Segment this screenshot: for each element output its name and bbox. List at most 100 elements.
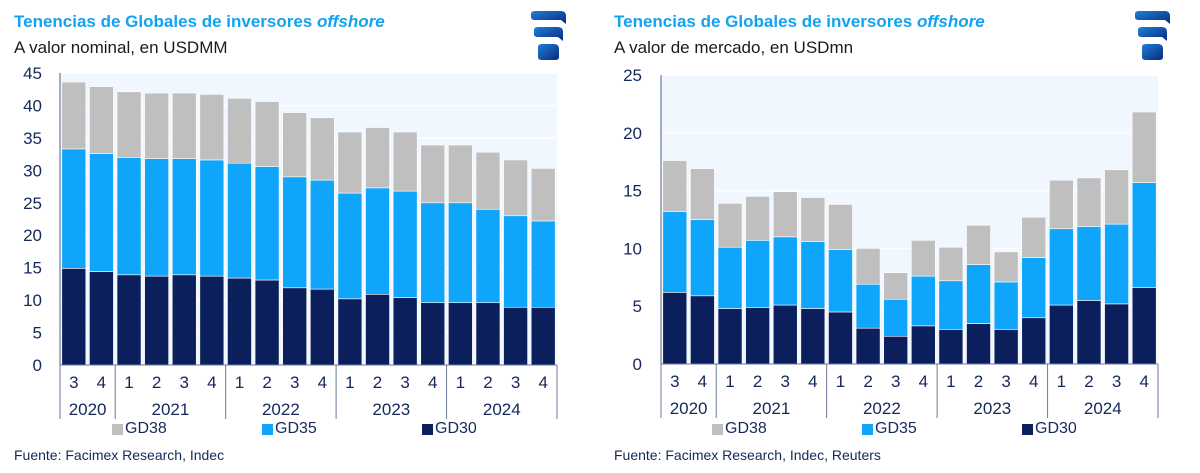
bar-segment-gd30 xyxy=(1049,304,1074,365)
bar-segment-gd35 xyxy=(1049,228,1074,306)
bar-segment-gd30 xyxy=(365,293,390,366)
legend-swatch xyxy=(262,423,273,435)
year-label: 2022 xyxy=(262,400,300,419)
bar-segment-gd38 xyxy=(690,168,715,220)
y-tick-label: 15 xyxy=(23,259,42,278)
bar-segment-gd30 xyxy=(337,298,363,366)
x-tick-label: 3 xyxy=(511,373,520,392)
bar-segment-gd35 xyxy=(337,192,363,300)
bar-segment-gd38 xyxy=(530,168,556,222)
bar-segment-gd38 xyxy=(365,127,390,189)
bar-segment-gd38 xyxy=(966,224,991,265)
bar-segment-gd38 xyxy=(61,81,87,150)
bar-segment-gd38 xyxy=(227,98,252,164)
legend-label: GD30 xyxy=(1035,420,1077,437)
bar-segment-gd38 xyxy=(337,131,363,194)
bar-segment-gd30 xyxy=(1104,303,1129,365)
legend-item-gd35: GD35 xyxy=(262,420,317,438)
bar-segment-gd35 xyxy=(772,236,798,306)
x-tick-label: 4 xyxy=(97,373,106,392)
y-tick-label: 10 xyxy=(23,291,42,310)
bar-segment-gd35 xyxy=(227,162,252,279)
bar-segment-gd30 xyxy=(254,279,280,366)
x-tick-label: 4 xyxy=(698,372,707,391)
bar-segment-gd30 xyxy=(938,329,964,365)
bar-segment-gd30 xyxy=(993,329,1019,365)
bar-segment-gd35 xyxy=(883,298,909,337)
bar-segment-gd30 xyxy=(392,297,418,366)
bar-segment-gd38 xyxy=(800,197,826,242)
bar-segment-gd30 xyxy=(662,292,688,365)
legend-swatch xyxy=(1022,423,1033,435)
x-tick-label: 1 xyxy=(836,372,845,391)
y-tick-label: 10 xyxy=(623,239,642,258)
bar-segment-gd38 xyxy=(475,151,501,210)
bar-segment-gd30 xyxy=(227,277,252,366)
bar-segment-gd38 xyxy=(282,112,308,178)
bar-segment-gd35 xyxy=(254,166,280,281)
bar-segment-gd38 xyxy=(309,117,335,181)
bar-segment-gd35 xyxy=(199,159,225,277)
x-tick-label: 3 xyxy=(69,373,78,392)
bar-segment-gd35 xyxy=(1076,226,1102,301)
bar-segment-gd30 xyxy=(1131,287,1157,365)
bar-segment-gd30 xyxy=(745,307,770,365)
y-tick-label: 5 xyxy=(633,297,642,316)
y-tick-label: 35 xyxy=(23,129,42,148)
legend-swatch xyxy=(422,423,433,435)
bar-segment-gd30 xyxy=(89,271,114,366)
x-tick-label: 3 xyxy=(180,373,189,392)
bar-segment-gd30 xyxy=(61,268,87,366)
bar-segment-gd38 xyxy=(828,204,853,250)
bar-segment-gd35 xyxy=(966,264,991,324)
y-tick-label: 40 xyxy=(23,96,42,115)
bar-segment-gd35 xyxy=(448,202,473,304)
y-tick-label: 5 xyxy=(33,324,42,343)
x-tick-label: 2 xyxy=(373,373,382,392)
facimex-logo-icon xyxy=(1135,11,1170,60)
bar-segment-gd30 xyxy=(144,275,169,366)
chart-title: Tenencias de Globales de inversores offs… xyxy=(614,12,985,32)
bar-segment-gd35 xyxy=(530,220,556,308)
bar-segment-gd35 xyxy=(171,158,197,276)
year-label: 2022 xyxy=(863,399,901,418)
year-label: 2020 xyxy=(69,400,107,419)
bar-segment-gd35 xyxy=(420,202,446,304)
chart-title-text: Tenencias de Globales de inversores xyxy=(14,12,313,31)
bar-segment-gd30 xyxy=(1021,317,1047,365)
x-tick-label: 3 xyxy=(290,373,299,392)
bar-segment-gd35 xyxy=(855,283,881,329)
bar-segment-gd35 xyxy=(993,281,1019,330)
bar-segment-gd35 xyxy=(717,246,743,309)
y-tick-label: 0 xyxy=(33,356,42,375)
bar-segment-gd38 xyxy=(910,240,936,277)
x-tick-label: 4 xyxy=(428,373,437,392)
bar-segment-gd35 xyxy=(690,219,715,297)
legend-label: GD38 xyxy=(125,420,167,437)
x-tick-label: 1 xyxy=(456,373,465,392)
chart-subtitle: A valor nominal, en USDMM xyxy=(14,38,228,57)
x-tick-label: 1 xyxy=(725,372,734,391)
legend-label: GD35 xyxy=(275,420,317,437)
legend-swatch xyxy=(112,423,123,435)
bar-segment-gd30 xyxy=(475,302,501,366)
x-tick-label: 3 xyxy=(1001,372,1010,391)
bar-segment-gd35 xyxy=(1104,223,1129,305)
y-tick-label: 30 xyxy=(23,161,42,180)
bar-segment-gd35 xyxy=(282,176,308,289)
x-tick-label: 4 xyxy=(919,372,928,391)
x-tick-label: 4 xyxy=(207,373,216,392)
legend-item-gd38: GD38 xyxy=(712,420,767,438)
chart-panel-market: Tenencias de Globales de inversores offs… xyxy=(600,0,1200,473)
x-tick-label: 2 xyxy=(1084,372,1093,391)
x-tick-label: 2 xyxy=(753,372,762,391)
x-tick-label: 1 xyxy=(235,373,244,392)
bar-segment-gd35 xyxy=(365,187,390,295)
bar-segment-gd35 xyxy=(144,158,169,277)
y-tick-label: 25 xyxy=(623,66,642,85)
x-tick-label: 3 xyxy=(891,372,900,391)
y-tick-label: 0 xyxy=(633,355,642,374)
bar-segment-gd38 xyxy=(1076,177,1102,227)
x-tick-label: 2 xyxy=(483,373,492,392)
bar-segment-gd30 xyxy=(883,335,909,365)
